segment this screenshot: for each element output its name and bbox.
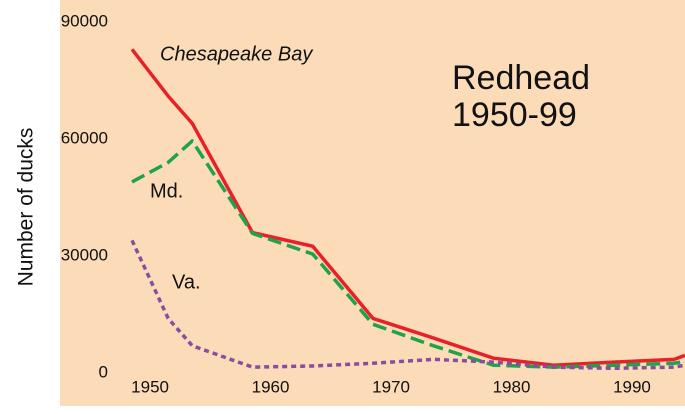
series-label: Md. (150, 180, 183, 202)
x-tick-label: 1950 (131, 377, 169, 396)
series-line (130, 239, 685, 371)
series-line (131, 139, 685, 369)
chart-subtitle: 1950-99 (452, 96, 577, 134)
series-label: Chesapeake Bay (160, 43, 313, 65)
chart-title: Redhead (452, 59, 590, 97)
y-axis-label: Number of ducks (15, 128, 38, 287)
x-tick-label: 1980 (493, 377, 531, 396)
y-tick-label: 60000 (61, 128, 108, 147)
y-tick-label: 0 (99, 362, 108, 381)
x-tick-label: 1960 (252, 377, 290, 396)
series-line (130, 48, 685, 367)
y-tick-label: 30000 (61, 245, 108, 264)
x-tick-label: 1990 (613, 377, 651, 396)
x-tick-label: 1970 (372, 377, 410, 396)
series-label: Va. (172, 271, 201, 293)
y-tick-label: 90000 (61, 11, 108, 30)
plot-background (60, 0, 685, 406)
